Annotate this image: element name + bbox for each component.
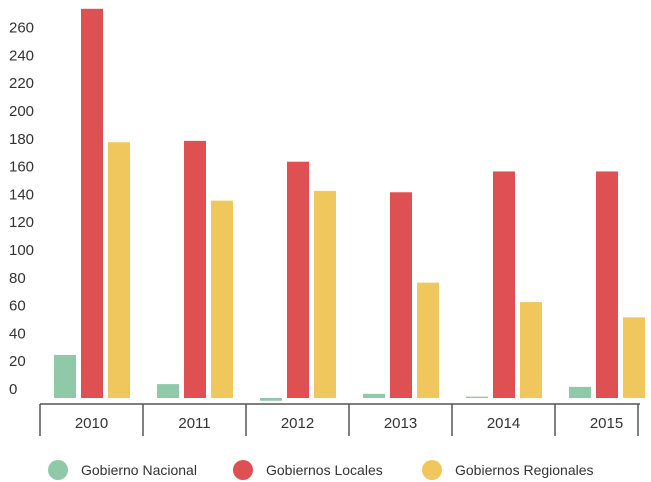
bar-gobiernos-regionales-2010 [108, 142, 130, 398]
y-tick-label: 220 [9, 75, 34, 92]
legend: Gobierno Nacional Gobiernos Locales Gobier… [48, 460, 594, 480]
x-tick-label: 2015 [590, 415, 623, 432]
x-tick-label: 2014 [487, 415, 520, 432]
x-tick-label: 2013 [384, 415, 417, 432]
bar-gobiernos-locales-2014 [493, 171, 515, 398]
y-tick-label: 240 [9, 47, 34, 64]
bar-gobierno-nacional-2011 [157, 384, 179, 398]
x-tick-label: 2012 [281, 415, 314, 432]
legend-item: Gobiernos Regionales [422, 460, 594, 480]
bar-gobiernos-regionales-2015 [623, 317, 645, 398]
bar-gobiernos-locales-2012 [287, 161, 309, 398]
legend-swatch [422, 460, 442, 480]
legend-label: Gobiernos Locales [266, 462, 383, 478]
bar-gobiernos-regionales-2014 [520, 302, 542, 398]
y-tick-label: 120 [9, 214, 34, 231]
bar-gobierno-nacional-2013 [363, 393, 385, 398]
bar-gobiernos-locales-2010 [81, 8, 103, 399]
y-tick-label: 260 [9, 20, 34, 37]
x-axis: 2010 2011 2012 2013 2014 2015 [39, 403, 640, 436]
y-tick-label: 200 [9, 103, 34, 120]
x-tick-label: 2011 [178, 415, 210, 432]
y-tick-label: 180 [9, 131, 34, 148]
bar-gobierno-nacional-2010 [54, 354, 76, 398]
bar-gobiernos-locales-2013 [390, 192, 412, 398]
bar-gobiernos-locales-2015 [596, 171, 618, 398]
y-tick-label: 60 [9, 298, 26, 315]
bar-gobierno-nacional-2015 [569, 386, 591, 398]
y-tick-label: 100 [9, 242, 34, 259]
bar-gobiernos-regionales-2012 [314, 190, 336, 398]
legend-item: Gobiernos Locales [233, 460, 383, 480]
y-axis: 0 20 40 60 80 100 120 140 160 180 200 220 240 260 [9, 20, 34, 398]
bar-gobierno-nacional-2012 [260, 398, 282, 401]
bar-gobiernos-locales-2011 [184, 140, 206, 398]
y-tick-label: 160 [9, 159, 34, 176]
bar-gobierno-nacional-2014 [466, 396, 488, 398]
bar-gobiernos-regionales-2011 [211, 200, 233, 398]
legend-swatch [48, 460, 68, 480]
bars-group [54, 8, 645, 401]
x-tick-label: 2010 [75, 415, 108, 432]
y-tick-label: 140 [9, 186, 34, 203]
legend-label: Gobiernos Regionales [455, 462, 594, 478]
legend-swatch [233, 460, 253, 480]
y-tick-label: 20 [9, 353, 26, 370]
legend-label: Gobierno Nacional [81, 462, 197, 478]
y-tick-label: 80 [9, 270, 26, 287]
bar-gobiernos-regionales-2013 [417, 282, 439, 398]
legend-item: Gobierno Nacional [48, 460, 197, 480]
y-tick-label: 0 [9, 381, 17, 398]
y-tick-label: 40 [9, 325, 26, 342]
